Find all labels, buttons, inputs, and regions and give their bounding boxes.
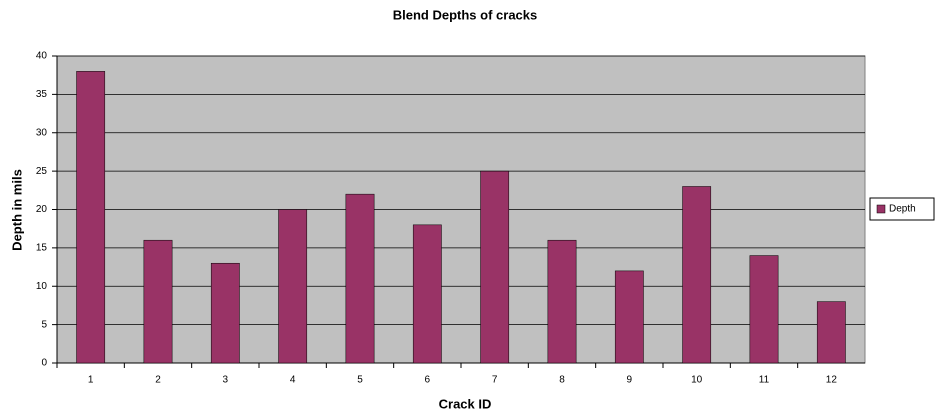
y-tick-label: 35 bbox=[36, 89, 48, 100]
legend-box bbox=[869, 197, 935, 221]
x-tick-label: 8 bbox=[559, 375, 565, 386]
legend-swatch bbox=[876, 204, 886, 214]
bar bbox=[143, 239, 173, 364]
y-tick-label: 25 bbox=[36, 166, 48, 177]
bar bbox=[480, 170, 510, 364]
x-tick-label: 11 bbox=[759, 375, 770, 386]
x-tick-label: 5 bbox=[357, 375, 363, 386]
y-tick-label: 10 bbox=[36, 281, 48, 292]
x-tick-label: 12 bbox=[826, 375, 838, 386]
y-tick-label: 5 bbox=[41, 319, 47, 330]
chart-title: Blend Depths of cracks bbox=[393, 7, 538, 22]
x-tick-label: 2 bbox=[155, 375, 161, 386]
x-tick-label: 7 bbox=[492, 375, 498, 386]
y-tick-label: 40 bbox=[36, 51, 48, 62]
bar bbox=[345, 193, 375, 364]
y-axis-label: Depth in mils bbox=[9, 169, 24, 251]
x-tick-label: 4 bbox=[290, 375, 296, 386]
y-tick-label: 30 bbox=[36, 127, 48, 138]
x-tick-label: 10 bbox=[691, 375, 703, 386]
bar bbox=[76, 71, 106, 364]
y-tick-label: 0 bbox=[41, 358, 47, 369]
bar bbox=[412, 224, 442, 364]
x-tick-label: 1 bbox=[88, 375, 94, 386]
y-tick-label: 20 bbox=[36, 204, 48, 215]
y-tick-label: 15 bbox=[36, 243, 48, 254]
x-tick-label: 6 bbox=[425, 375, 431, 386]
x-tick-label: 9 bbox=[627, 375, 633, 386]
bar bbox=[210, 262, 240, 364]
bar bbox=[278, 209, 308, 364]
bar bbox=[614, 270, 644, 364]
legend bbox=[869, 197, 935, 221]
bar bbox=[816, 301, 846, 364]
bar bbox=[682, 186, 712, 364]
x-tick-label: 3 bbox=[223, 375, 229, 386]
bar bbox=[547, 239, 577, 364]
legend-label: Depth bbox=[889, 204, 916, 215]
bar bbox=[749, 255, 779, 364]
x-axis-label: Crack ID bbox=[439, 396, 492, 411]
